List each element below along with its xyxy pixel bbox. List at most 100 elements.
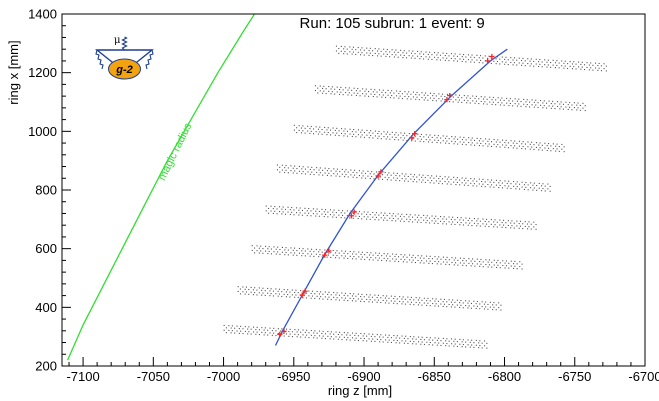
straw-dot xyxy=(304,331,306,333)
straw-dot xyxy=(307,248,309,250)
straw-dot xyxy=(397,51,399,53)
straw-dot xyxy=(454,306,456,308)
straw-dot xyxy=(455,257,457,259)
straw-dot xyxy=(442,135,444,137)
straw-dot xyxy=(495,304,497,306)
straw-dot xyxy=(406,218,408,220)
straw-dot xyxy=(406,52,408,54)
straw-dot xyxy=(571,104,573,106)
straw-dot xyxy=(312,208,314,210)
straw-dot xyxy=(429,255,431,257)
straw-dot xyxy=(514,98,516,100)
straw-dot xyxy=(258,292,260,294)
straw-dot xyxy=(335,45,337,47)
straw-dot xyxy=(535,104,537,106)
straw-dot xyxy=(538,144,540,146)
straw-dot xyxy=(306,215,308,217)
straw-dot xyxy=(418,174,420,176)
straw-dot xyxy=(451,257,453,259)
straw-dot xyxy=(244,330,246,332)
straw-dot xyxy=(316,337,318,339)
straw-dot xyxy=(355,253,357,255)
straw-dot xyxy=(335,50,337,52)
straw-dot xyxy=(320,291,322,293)
straw-dot xyxy=(327,132,329,134)
straw-dot xyxy=(443,221,445,223)
straw-dot xyxy=(234,327,236,329)
straw-dot xyxy=(499,184,501,186)
straw-dot xyxy=(383,136,385,138)
straw-dot xyxy=(353,133,355,135)
straw-dot xyxy=(402,134,404,136)
straw-dot xyxy=(372,211,374,213)
straw-dot xyxy=(319,126,321,128)
straw-dot xyxy=(487,179,489,181)
straw-dot xyxy=(274,206,276,208)
hit-marker xyxy=(489,53,495,60)
straw-dot xyxy=(556,148,558,150)
straw-dot xyxy=(368,301,370,303)
straw-dot xyxy=(469,341,471,343)
straw-dot xyxy=(298,214,300,216)
straw-dot xyxy=(322,174,324,176)
straw-dot xyxy=(468,137,470,139)
straw-dot xyxy=(423,262,425,264)
straw-dot xyxy=(316,167,318,169)
straw-dot xyxy=(314,297,316,299)
straw-dot xyxy=(446,57,448,59)
straw-dot xyxy=(423,343,425,345)
straw-dot xyxy=(428,136,430,138)
straw-dot xyxy=(287,294,289,296)
straw-dot xyxy=(483,103,485,105)
straw-dot xyxy=(433,182,435,184)
straw-dot xyxy=(372,96,374,98)
straw-dot xyxy=(308,337,310,339)
straw-dot xyxy=(385,260,387,262)
x-tick-label: -7000 xyxy=(207,369,240,384)
straw-dot xyxy=(247,328,249,330)
straw-dot xyxy=(273,246,275,248)
straw-dot xyxy=(385,133,387,135)
straw-dot xyxy=(389,255,391,257)
straw-dot xyxy=(310,330,312,332)
straw-dot xyxy=(497,144,499,146)
straw-dot xyxy=(310,126,312,128)
straw-dot xyxy=(397,218,399,220)
straw-dot xyxy=(335,299,337,301)
straw-dot xyxy=(482,218,484,220)
straw-dot xyxy=(514,265,516,267)
straw-dot xyxy=(440,216,442,218)
straw-dot xyxy=(435,220,437,222)
y-tick-label: 600 xyxy=(35,241,57,256)
straw-dot xyxy=(508,185,510,187)
straw-dot xyxy=(527,141,529,143)
straw-dot xyxy=(261,289,263,291)
straw-dot xyxy=(409,259,411,261)
straw-dot xyxy=(444,100,446,102)
straw-dot xyxy=(481,185,483,187)
straw-dot xyxy=(309,132,311,134)
straw-dot xyxy=(527,228,529,230)
straw-dot xyxy=(384,212,386,214)
straw-dot xyxy=(528,221,530,223)
straw-dot xyxy=(275,335,277,337)
straw-dot xyxy=(389,92,391,94)
straw-dot xyxy=(296,127,298,129)
straw-dot xyxy=(518,140,520,142)
straw-dot xyxy=(473,300,475,302)
straw-dot xyxy=(448,60,450,62)
straw-dot xyxy=(326,134,328,136)
straw-dot xyxy=(365,88,367,90)
straw-dot xyxy=(467,54,469,56)
straw-dot xyxy=(325,209,327,211)
straw-dot xyxy=(455,99,457,101)
straw-dot xyxy=(502,260,504,262)
straw-dot xyxy=(414,262,416,264)
straw-dot xyxy=(324,126,326,128)
straw-dot xyxy=(271,334,273,336)
straw-dot xyxy=(518,57,520,59)
straw-dot xyxy=(429,260,431,262)
straw-dot xyxy=(321,208,323,210)
straw-dot xyxy=(412,221,414,223)
straw-dot xyxy=(410,178,412,180)
